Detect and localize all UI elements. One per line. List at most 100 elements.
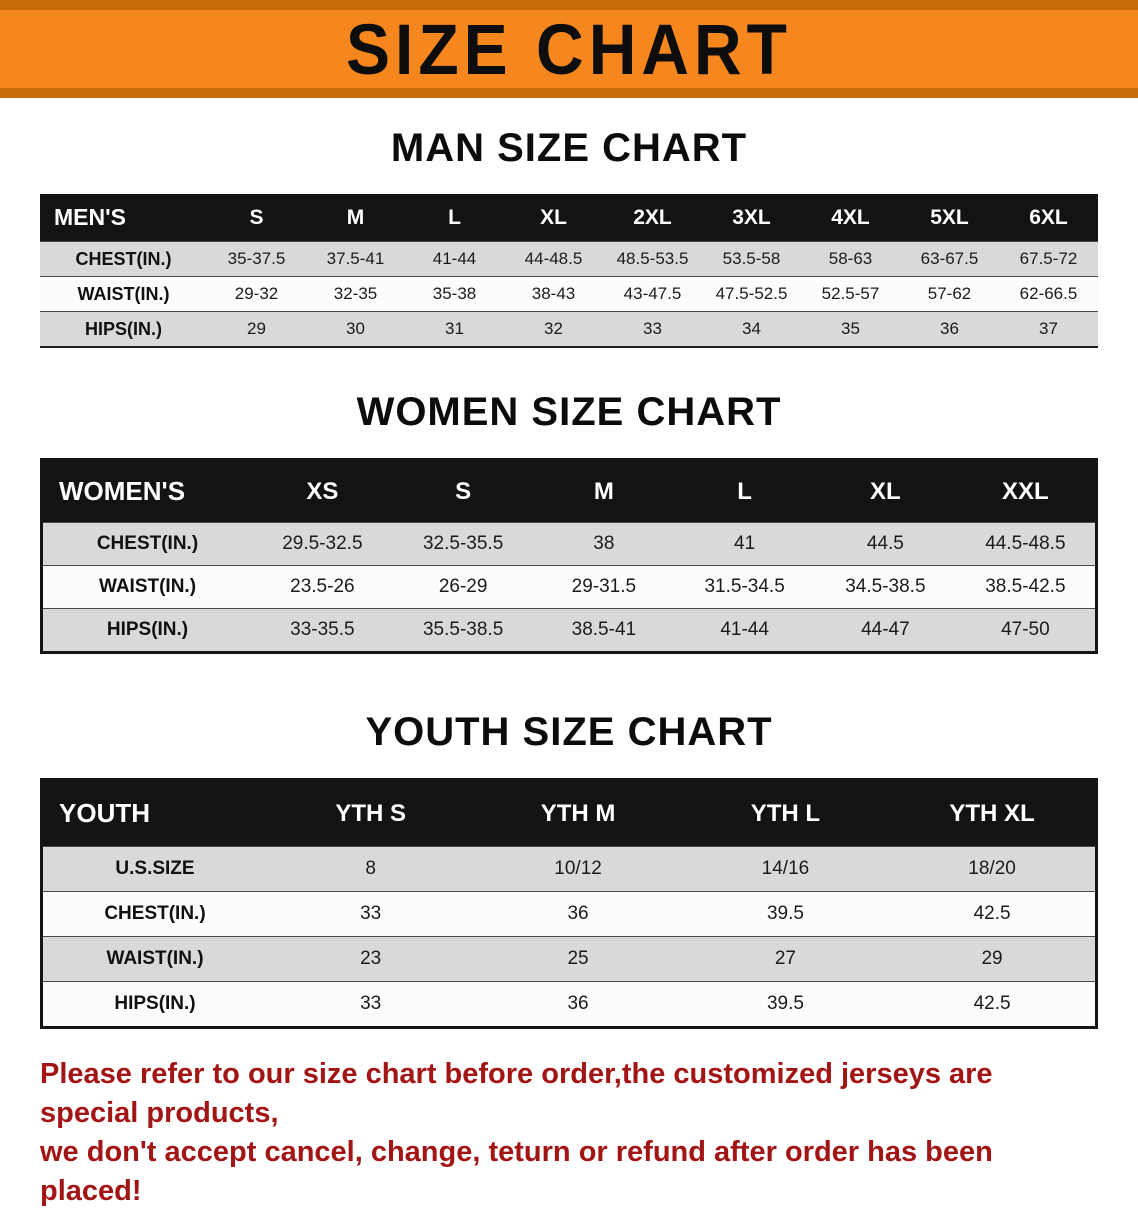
table-cell: 42.5 xyxy=(973,903,1011,924)
row-label: WAIST(IN.) xyxy=(98,576,197,597)
table-row: WAIST(IN.) 23.5-26 26-29 29-31.5 31.5-34.5 34… xyxy=(41,565,1097,609)
table-cell: 36 xyxy=(940,319,959,338)
table-cell: 42.5 xyxy=(973,993,1011,1014)
men-table-header: MEN'S S M L XL 2XL 3XL 4XL 5XL 6XL xyxy=(40,194,1098,242)
section-youth: YOUTH SIZE CHART YOUTH YTH S YTH M YTH L YTH… xyxy=(0,712,1138,1029)
column-header: S xyxy=(392,459,534,523)
women-size-chart-heading: WOMEN SIZE CHART xyxy=(356,390,782,434)
table-corner-label: YOUTH xyxy=(41,779,267,847)
section-women: WOMEN SIZE CHART WOMEN'S XS S M L XL XXL CHEST… xyxy=(0,392,1138,654)
women-table-header: WOMEN'S XS S M L XL XXL xyxy=(41,459,1097,523)
table-cell: 29.5-32.5 xyxy=(282,533,363,554)
table-cell: 48.5-53.5 xyxy=(616,249,689,268)
table-cell: 34.5-38.5 xyxy=(845,576,926,597)
column-header: 5XL xyxy=(900,194,999,242)
table-cell: 8 xyxy=(365,858,376,879)
table-cell: 34 xyxy=(742,319,761,338)
table-row: HIPS(IN.) 33-35.5 35.5-38.5 38.5-41 41-44 44-… xyxy=(41,608,1097,653)
table-cell: 44.5-48.5 xyxy=(985,533,1066,554)
column-header: XS xyxy=(252,459,393,523)
table-cell: 47.5-52.5 xyxy=(715,284,788,303)
table-cell: 37.5-41 xyxy=(326,249,385,268)
table-row: WAIST(IN.) 29-32 32-35 35-38 38-43 43-47.5 47.… xyxy=(40,276,1098,312)
column-header: XL xyxy=(504,194,603,242)
table-cell: 52.5-57 xyxy=(821,284,880,303)
row-label: CHEST(IN.) xyxy=(75,248,172,269)
column-header: L xyxy=(674,459,815,523)
column-header: YTH M xyxy=(474,779,682,847)
row-label: HIPS(IN.) xyxy=(106,619,189,640)
men-size-chart-heading: MAN SIZE CHART xyxy=(390,126,748,170)
row-label: WAIST(IN.) xyxy=(77,283,170,304)
table-cell: 29 xyxy=(981,948,1003,969)
row-label: U.S.SIZE xyxy=(115,858,195,879)
table-corner-label: MEN'S xyxy=(40,194,207,242)
column-header: S xyxy=(207,194,306,242)
table-row: CHEST(IN.) 35-37.5 37.5-41 41-44 44-48.5 48.5… xyxy=(40,241,1098,277)
column-header: 3XL xyxy=(702,194,801,242)
table-cell: 37 xyxy=(1039,319,1058,338)
row-label: HIPS(IN.) xyxy=(84,318,162,339)
table-cell: 23 xyxy=(360,948,382,969)
table-cell: 63-67.5 xyxy=(920,249,979,268)
table-cell: 32 xyxy=(544,319,563,338)
table-cell: 23.5-26 xyxy=(290,576,355,597)
youth-size-chart-heading: YOUTH SIZE CHART xyxy=(365,710,773,754)
youth-table-body: U.S.SIZE 8 10/12 14/16 18/20 CHEST(IN.) 33 36 39… xyxy=(41,846,1097,1028)
table-cell: 39.5 xyxy=(766,993,804,1014)
table-cell: 53.5-58 xyxy=(722,249,781,268)
table-cell: 35.5-38.5 xyxy=(422,619,504,640)
men-table-body: CHEST(IN.) 35-37.5 37.5-41 41-44 44-48.5 48.5… xyxy=(40,241,1098,347)
table-cell: 29-32 xyxy=(234,284,279,303)
table-cell: 58-63 xyxy=(828,249,873,268)
row-label: HIPS(IN.) xyxy=(114,993,196,1014)
men-size-table: MEN'S S M L XL 2XL 3XL 4XL 5XL 6XL CHEST(IN.) 35-3… xyxy=(40,194,1098,348)
column-header: XXL xyxy=(955,459,1097,523)
table-cell: 32.5-35.5 xyxy=(422,533,504,554)
table-cell: 44-47 xyxy=(861,619,910,640)
table-cell: 36 xyxy=(567,993,589,1014)
table-row: HIPS(IN.) 33 36 39.5 42.5 xyxy=(41,981,1097,1028)
table-row: WAIST(IN.) 23 25 27 29 xyxy=(41,936,1097,982)
header-row: WOMEN'S XS S M L XL XXL xyxy=(41,459,1097,523)
table-cell: 62-66.5 xyxy=(1019,284,1078,303)
table-cell: 41-44 xyxy=(432,249,477,268)
table-cell: 57-62 xyxy=(927,284,972,303)
table-cell: 31 xyxy=(445,319,464,338)
header-row: YOUTH YTH S YTH M YTH L YTH XL xyxy=(41,779,1097,847)
table-cell: 47-50 xyxy=(1001,619,1050,640)
table-cell: 44-48.5 xyxy=(524,249,583,268)
table-cell: 25 xyxy=(567,948,589,969)
table-cell: 38-43 xyxy=(531,284,576,303)
column-header: M xyxy=(533,459,675,523)
table-cell: 41-44 xyxy=(720,619,769,640)
column-header: M xyxy=(306,194,405,242)
table-row: CHEST(IN.) 29.5-32.5 32.5-35.5 38 41 44.5 44.5… xyxy=(41,522,1097,566)
table-cell: 31.5-34.5 xyxy=(704,576,785,597)
table-cell: 44.5 xyxy=(866,533,904,554)
row-label: CHEST(IN.) xyxy=(96,533,199,554)
header-row: MEN'S S M L XL 2XL 3XL 4XL 5XL 6XL xyxy=(40,194,1098,242)
table-cell: 33 xyxy=(360,903,382,924)
women-size-table: WOMEN'S XS S M L XL XXL CHEST(IN.) 29.5-32.5 32.… xyxy=(40,458,1098,654)
table-cell: 35-37.5 xyxy=(227,249,286,268)
footer-note-line-2: we don't accept cancel, change, teturn o… xyxy=(40,1136,993,1208)
table-corner-label: WOMEN'S xyxy=(41,459,252,523)
column-header: YTH XL xyxy=(889,779,1097,847)
column-header: YTH L xyxy=(681,779,890,847)
table-cell: 30 xyxy=(346,319,365,338)
table-cell: 26-29 xyxy=(438,576,488,597)
youth-size-table: YOUTH YTH S YTH M YTH L YTH XL U.S.SIZE 8 10/1… xyxy=(40,778,1098,1029)
footer-note: Please refer to our size chart before or… xyxy=(40,1055,1098,1212)
table-cell: 29-31.5 xyxy=(571,576,637,597)
table-row: U.S.SIZE 8 10/12 14/16 18/20 xyxy=(41,846,1097,892)
column-header: 6XL xyxy=(999,194,1098,242)
table-cell: 33 xyxy=(360,993,382,1014)
youth-table-header: YOUTH YTH S YTH M YTH L YTH XL xyxy=(41,779,1097,847)
table-row: HIPS(IN.) 29 30 31 32 33 34 35 36 37 xyxy=(40,311,1098,347)
table-cell: 41 xyxy=(734,533,756,554)
table-cell: 14/16 xyxy=(761,858,810,879)
table-cell: 43-47.5 xyxy=(623,284,682,303)
table-cell: 35 xyxy=(841,319,860,338)
banner: SIZE CHART xyxy=(0,0,1138,98)
